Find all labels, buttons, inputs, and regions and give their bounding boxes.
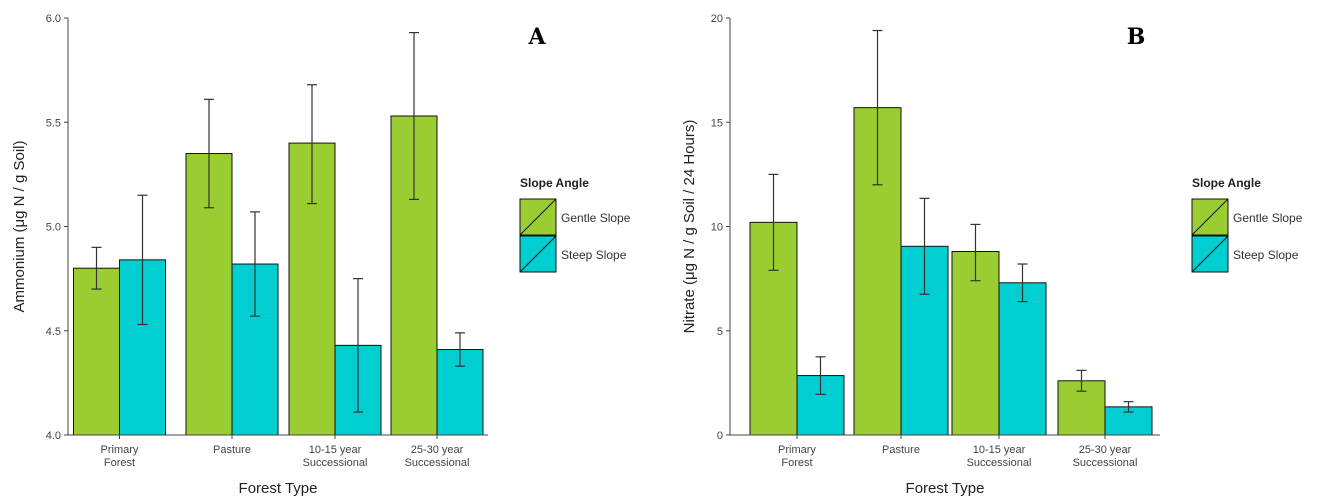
y-tick-label: 10 [711, 222, 723, 234]
error-bar [409, 31, 419, 200]
x-tick-label: 10-15 year [309, 444, 362, 456]
legend-item: Gentle Slope [519, 198, 631, 236]
error-bar [970, 223, 981, 282]
legend-swatch-diagonal [519, 235, 557, 273]
error-bar [307, 84, 317, 205]
y-axis-title: Nitrate (μg N / g Soil / 24 Hours) [681, 120, 698, 334]
legend-title: Slope Angle [520, 176, 589, 190]
error-bar [1123, 401, 1134, 413]
x-tick-label: Pasture [882, 444, 920, 456]
x-axis-title: Forest Type [906, 480, 985, 497]
x-axis-title: Forest Type [239, 480, 318, 497]
legend-title: Slope Angle [1192, 176, 1261, 190]
error-bar [919, 197, 930, 295]
legend-label: Gentle Slope [561, 211, 631, 225]
bar [73, 267, 120, 436]
legend-label: Steep Slope [561, 248, 627, 262]
bar [998, 282, 1047, 436]
legend-swatch-diagonal [1191, 235, 1229, 273]
error-bar [250, 211, 260, 317]
error-bar [137, 194, 148, 326]
x-tick-label: Forest [781, 457, 812, 469]
x-tick-label: Successional [303, 457, 368, 469]
y-tick-label: 0 [717, 430, 723, 442]
y-tick-label: 5.0 [46, 222, 61, 234]
panel-label: B [1127, 24, 1146, 50]
error-bar [455, 332, 465, 367]
y-tick-label: 5.5 [46, 117, 61, 129]
y-tick-label: 6.0 [46, 13, 61, 25]
x-tick-label: Pasture [213, 444, 251, 456]
x-tick-label: 25-30 year [1079, 444, 1132, 456]
legend-item: Gentle Slope [1191, 198, 1303, 236]
x-tick-label: Successional [967, 457, 1032, 469]
error-bar [204, 98, 214, 209]
error-bar [91, 246, 102, 290]
y-tick-label: 20 [711, 13, 723, 25]
x-tick-label: 10-15 year [973, 444, 1026, 456]
y-axis-title: Ammonium (μg N / g Soil) [11, 140, 28, 312]
panel-label: A [527, 24, 546, 50]
legend-item: Steep Slope [1191, 235, 1299, 273]
x-tick-label: Successional [405, 457, 470, 469]
x-tick-label: 25-30 year [411, 444, 464, 456]
error-bar [1017, 263, 1028, 303]
y-tick-label: 4.0 [46, 430, 61, 442]
error-bar [353, 278, 363, 413]
y-tick-label: 15 [711, 117, 723, 129]
x-tick-label: Primary [101, 444, 139, 456]
y-tick-label: 4.5 [46, 326, 61, 338]
legend-label: Gentle Slope [1233, 211, 1303, 225]
legend: Slope Angle Gentle Slope Steep Slope [519, 176, 631, 273]
error-bar [872, 29, 883, 186]
y-tick-label: 5 [717, 326, 723, 338]
x-tick-label: Primary [778, 444, 816, 456]
legend-label: Steep Slope [1233, 248, 1299, 262]
x-tick-label: Successional [1073, 457, 1138, 469]
x-tick-label: Forest [104, 457, 135, 469]
error-bar [815, 356, 826, 395]
error-bar [1076, 369, 1087, 392]
legend-item: Steep Slope [519, 235, 627, 273]
legend-swatch-diagonal [519, 198, 557, 236]
legend-swatch-diagonal [1191, 198, 1229, 236]
error-bar [768, 173, 779, 271]
legend: Slope Angle Gentle Slope Steep Slope [1191, 176, 1303, 273]
